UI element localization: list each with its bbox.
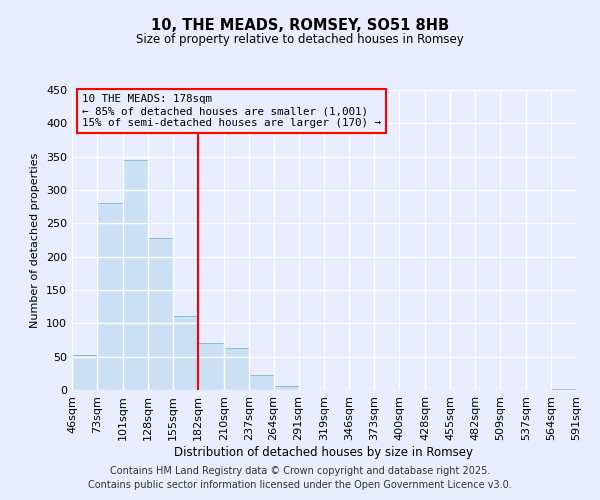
Bar	[173, 316, 198, 390]
Bar	[248, 376, 274, 390]
Y-axis label: Number of detached properties: Number of detached properties	[31, 152, 40, 328]
Bar	[224, 348, 248, 390]
Bar	[148, 238, 173, 390]
Bar	[123, 160, 148, 390]
X-axis label: Distribution of detached houses by size in Romsey: Distribution of detached houses by size …	[175, 446, 473, 458]
Text: Contains HM Land Registry data © Crown copyright and database right 2025.: Contains HM Land Registry data © Crown c…	[110, 466, 490, 476]
Bar	[198, 342, 224, 390]
Text: 10 THE MEADS: 178sqm
← 85% of detached houses are smaller (1,001)
15% of semi-de: 10 THE MEADS: 178sqm ← 85% of detached h…	[82, 94, 381, 128]
Bar	[274, 386, 299, 390]
Bar	[97, 204, 123, 390]
Text: Size of property relative to detached houses in Romsey: Size of property relative to detached ho…	[136, 32, 464, 46]
Text: Contains public sector information licensed under the Open Government Licence v3: Contains public sector information licen…	[88, 480, 512, 490]
Text: 10, THE MEADS, ROMSEY, SO51 8HB: 10, THE MEADS, ROMSEY, SO51 8HB	[151, 18, 449, 32]
Bar	[72, 356, 97, 390]
